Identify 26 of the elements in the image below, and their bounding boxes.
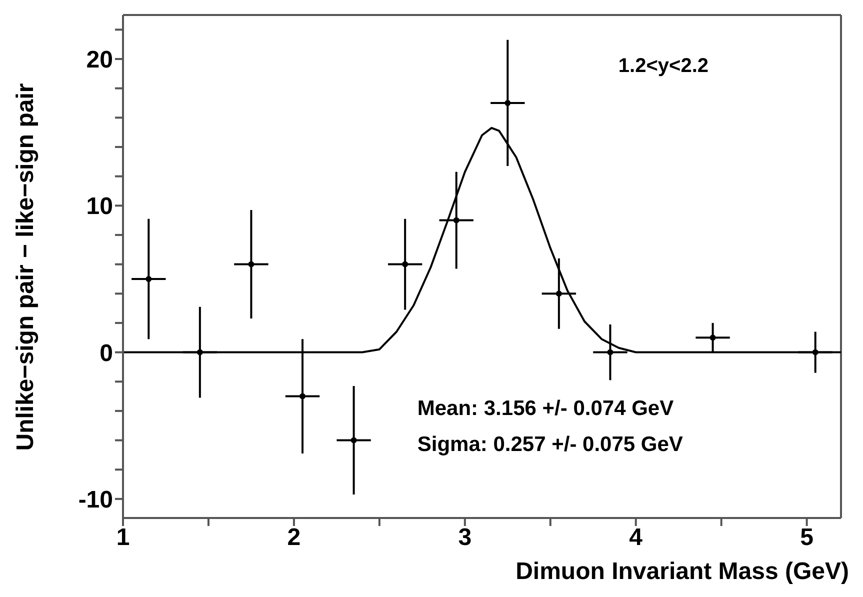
x-tick-label: 3 bbox=[458, 524, 472, 552]
annotation: Mean: 3.156 +/- 0.074 GeV bbox=[417, 397, 674, 422]
point bbox=[248, 261, 254, 268]
y-tick-label: 10 bbox=[86, 193, 113, 220]
annotation: 1.2<y<2.2 bbox=[618, 55, 708, 78]
point bbox=[402, 261, 408, 268]
y-tick-label: -10 bbox=[78, 486, 113, 514]
y-tick-label: 0 bbox=[100, 340, 113, 367]
point bbox=[607, 349, 614, 356]
x-tick-label: 1 bbox=[116, 524, 130, 552]
x-axis-title: Dimuon Invariant Mass (GeV) bbox=[516, 558, 849, 586]
point bbox=[556, 290, 562, 297]
point bbox=[504, 100, 511, 106]
x-tick-label: 5 bbox=[800, 524, 814, 552]
point bbox=[196, 349, 203, 356]
y-axis-title: Unlike−sign pair − like−sign pair bbox=[12, 82, 40, 450]
x-tick-label: 2 bbox=[287, 524, 301, 552]
x-tick-label: 4 bbox=[629, 524, 644, 552]
point bbox=[710, 334, 716, 341]
y-tick-label: 20 bbox=[86, 46, 113, 74]
point bbox=[300, 393, 306, 400]
point bbox=[812, 349, 818, 356]
point bbox=[453, 217, 460, 224]
point bbox=[146, 276, 152, 282]
annotation: Sigma: 0.257 +/- 0.075 GeV bbox=[417, 433, 683, 458]
point bbox=[350, 437, 357, 444]
